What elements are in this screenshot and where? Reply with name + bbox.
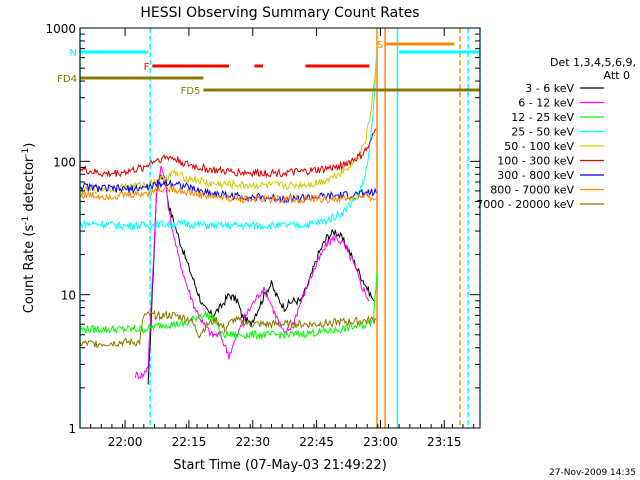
series-line-7 — [79, 184, 377, 205]
series-line-8 — [79, 309, 377, 349]
x-axis-ticks: 22:00 22:15 22:30 22:45 23:00 23:15 — [79, 28, 475, 449]
plot-frame — [79, 27, 481, 429]
legend-label-0: 3 - 6 keV — [525, 82, 574, 95]
x-tick-label-3: 22:45 — [299, 435, 334, 449]
series-line-3 — [79, 57, 377, 231]
x-tick-label-2: 22:30 — [235, 435, 270, 449]
legend-title-1: Det 1,3,4,5,6,9, — [550, 56, 636, 69]
legend-label-4: 50 - 100 keV — [504, 140, 574, 153]
series-line-0 — [147, 174, 375, 385]
legend-label-8: 7000 - 20000 keV — [476, 198, 574, 211]
x-tick-label-4: 23:00 — [363, 435, 398, 449]
legend-label-2: 12 - 25 keV — [511, 111, 574, 124]
series-line-1 — [134, 166, 370, 380]
flag-bars: N F FD4 FD5 S — [57, 40, 480, 97]
legend-label-6: 300 - 800 keV — [497, 169, 574, 182]
flag-label-0: N — [70, 48, 77, 59]
legend-label-7: 800 - 7000 keV — [490, 184, 574, 197]
x-tick-label-1: 22:15 — [172, 435, 207, 449]
series-line-2 — [79, 271, 378, 340]
y-tick-label-0: 1 — [68, 422, 76, 436]
legend-label-5: 100 - 300 keV — [497, 155, 574, 168]
legend-label-1: 6 - 12 keV — [518, 97, 574, 110]
flag-label-3: FD5 — [181, 86, 201, 97]
footer-timestamp: 27-Nov-2009 14:35 — [549, 468, 636, 478]
y-tick-label-2: 100 — [53, 155, 76, 169]
y-tick-label-1: 10 — [61, 289, 76, 303]
data-series — [79, 57, 378, 385]
x-tick-label-0: 22:00 — [108, 435, 143, 449]
chart-title: HESSI Observing Summary Count Rates — [140, 5, 419, 21]
flag-label-2: FD4 — [57, 74, 77, 85]
x-tick-label-5: 23:15 — [427, 435, 462, 449]
series-line-5 — [79, 128, 377, 179]
flag-label-4: S — [377, 40, 383, 51]
flag-label-1: F — [144, 62, 150, 73]
legend-label-3: 25 - 50 keV — [511, 126, 574, 139]
y-tick-label-3: 1000 — [45, 22, 76, 36]
legend-title-2: Att 0 — [604, 69, 630, 82]
y-axis-label: Count Rate (s-1 detector-1) — [21, 143, 37, 314]
x-axis-label: Start Time (07-May-03 21:49:22) — [173, 458, 387, 473]
y-axis-ticks: 1 10 100 1000 — [45, 22, 480, 436]
series-line-4 — [79, 62, 377, 196]
